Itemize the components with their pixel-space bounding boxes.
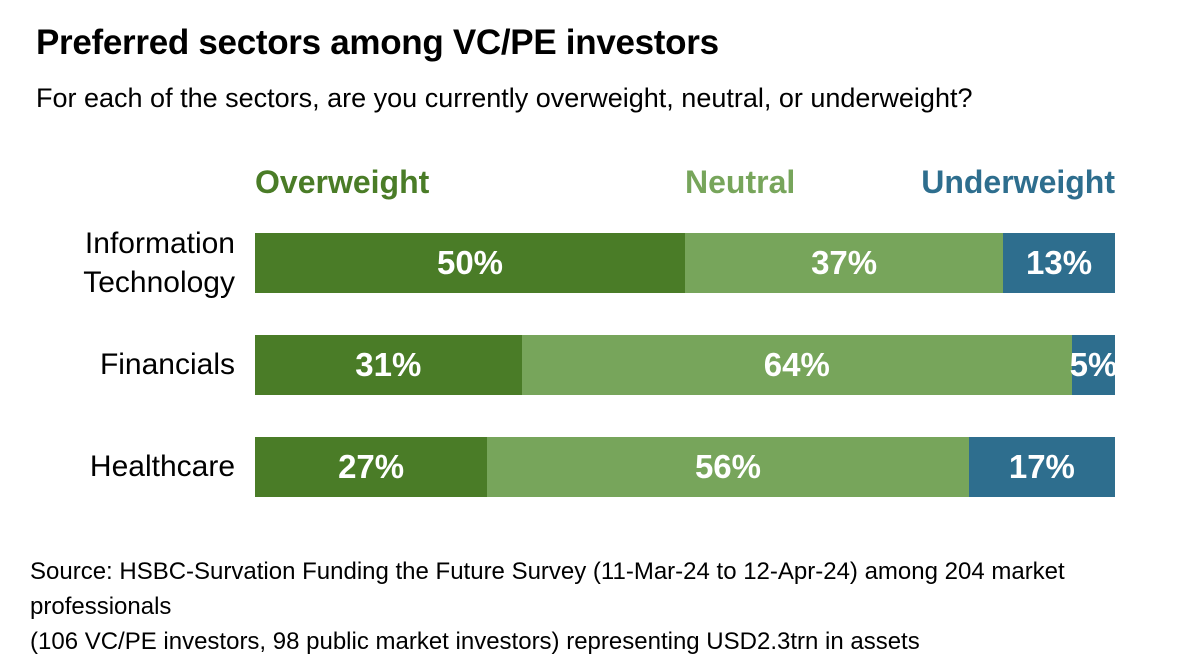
chart-subtitle: For each of the sectors, are you current…: [36, 83, 973, 113]
source-line-1: Source: HSBC-Survation Funding the Futur…: [30, 558, 1065, 621]
chart-title: Preferred sectors among VC/PE investors: [36, 23, 719, 62]
bar-chart: Information Technology 50% 37% 13% Finan…: [0, 227, 1200, 498]
stacked-bar: 50% 37% 13%: [255, 233, 1115, 294]
bar-segment-neutral: 64%: [521, 335, 1072, 396]
stacked-bar: 27% 56% 17%: [255, 437, 1115, 498]
legend: Overweight Neutral Underweight: [255, 164, 1115, 204]
segment-value-label: 27%: [338, 448, 405, 486]
bar-segment-overweight: 50%: [255, 233, 685, 294]
segment-value-label: 31%: [355, 346, 422, 384]
bar-segment-underweight: 13%: [1003, 233, 1115, 294]
segment-value-label: 50%: [436, 244, 504, 282]
source-note: Source: HSBC-Survation Funding the Futur…: [30, 555, 1164, 659]
category-label: Healthcare: [89, 450, 235, 484]
bar-row-healthcare: Healthcare 27% 56% 17%: [0, 437, 1200, 498]
legend-item-underweight: Underweight: [921, 164, 1115, 201]
segment-value-label: 56%: [694, 448, 762, 486]
segment-value-label: 17%: [1008, 448, 1075, 486]
segment-value-label: 64%: [763, 346, 830, 384]
legend-item-neutral: Neutral: [685, 164, 796, 201]
bar-segment-overweight: 31%: [255, 335, 522, 396]
bar-row-financials: Financials 31% 64% 5%: [0, 335, 1200, 396]
bar-segment-neutral: 56%: [487, 437, 969, 498]
bar-segment-overweight: 27%: [255, 437, 488, 498]
bar-segment-underweight: 5%: [1069, 335, 1118, 396]
segment-value-label: 37%: [811, 244, 878, 282]
segment-value-label: 13%: [1026, 244, 1093, 282]
bar-segment-underweight: 17%: [968, 437, 1115, 498]
bar-row-information-technology: Information Technology 50% 37% 13%: [0, 227, 1200, 299]
chart-page: Preferred sectors among VC/PE investors …: [0, 22, 1200, 660]
segment-value-label: 5%: [1069, 346, 1118, 384]
bar-segment-neutral: 37%: [685, 233, 1004, 294]
stacked-bar: 31% 64% 5%: [255, 335, 1118, 396]
legend-item-overweight: Overweight: [255, 164, 430, 201]
source-line-2: (106 VC/PE investors, 98 public market i…: [30, 627, 920, 655]
category-label: Information Technology: [83, 226, 235, 300]
category-label: Financials: [99, 348, 235, 382]
